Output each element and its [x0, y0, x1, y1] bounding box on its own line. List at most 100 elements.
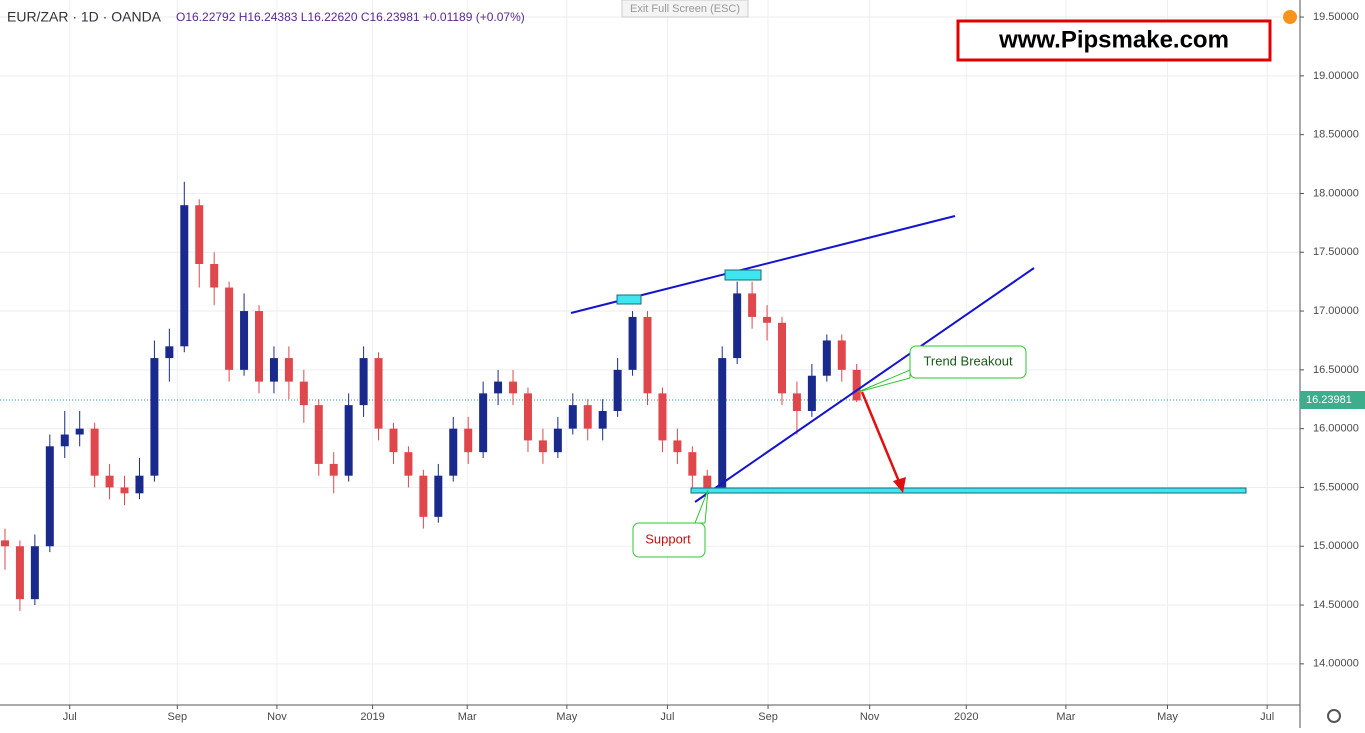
candle-body: [105, 475, 114, 488]
candle-body: [688, 452, 697, 476]
candle-body: [643, 316, 652, 394]
candles: [0, 181, 861, 611]
x-tick-label: Mar: [1056, 711, 1075, 723]
candle-body: [748, 293, 757, 317]
x-tick-label: Sep: [168, 711, 188, 723]
candle-body: [553, 428, 562, 453]
candle-body: [314, 405, 323, 464]
settings-icon[interactable]: [1327, 709, 1341, 723]
support-zone: [690, 487, 1247, 494]
candle-body: [822, 340, 831, 376]
x-tick-label: 2019: [360, 711, 384, 723]
candle-body: [613, 369, 622, 412]
x-tick-label: Mar: [458, 711, 477, 723]
candle-body: [673, 440, 682, 453]
ohlc: O16.22792 H16.24383 L16.22620 C16.23981 …: [176, 10, 525, 24]
symbol: EUR/ZAR · 1D · OANDA: [7, 9, 162, 25]
x-tick-label: May: [556, 711, 577, 723]
last-price-text: 16.23981: [1306, 394, 1352, 406]
candle-body: [628, 316, 637, 370]
y-tick-label: 14.00000: [1313, 658, 1359, 670]
candle-body: [165, 346, 174, 359]
candle-body: [45, 446, 54, 547]
candle-body: [0, 540, 9, 547]
arrow-head: [893, 477, 906, 493]
x-tick-label: Nov: [267, 711, 287, 723]
callout-box: [909, 345, 1027, 379]
candle-body: [852, 369, 861, 401]
candle-body: [389, 428, 398, 453]
candle-body: [195, 205, 204, 265]
candle-body: [568, 405, 577, 429]
candle-body: [763, 316, 772, 323]
candle-body: [792, 393, 801, 412]
y-tick-label: 15.50000: [1313, 481, 1359, 493]
candle-body: [374, 358, 383, 429]
exit-button[interactable]: [621, 0, 749, 18]
candle-body: [733, 293, 742, 359]
x-tick-label: Sep: [758, 711, 778, 723]
y-tick-label: 17.50000: [1313, 246, 1359, 258]
x-tick-label: 2020: [954, 711, 978, 723]
callout-text: Trend Breakout: [923, 353, 1013, 368]
candle-body: [180, 205, 189, 347]
arrow-shaft: [860, 391, 902, 485]
candle-body: [658, 393, 667, 441]
trend-line: [694, 267, 1035, 503]
top-marker: [724, 269, 762, 281]
candle-body: [434, 475, 443, 517]
candle-body: [15, 546, 24, 600]
candle-body: [777, 322, 786, 394]
candle-body: [240, 311, 249, 370]
y-tick-label: 19.50000: [1313, 11, 1359, 23]
grid: [0, 0, 1300, 705]
y-tick-label: 16.00000: [1313, 423, 1359, 435]
candle-body: [299, 381, 308, 406]
candle-body: [509, 381, 518, 394]
y-tick-label: 18.50000: [1313, 129, 1359, 141]
candle-body: [837, 340, 846, 370]
exit-button-text[interactable]: Exit Full Screen (ESC): [630, 3, 740, 15]
candle-body: [807, 375, 816, 412]
candle-body: [135, 475, 144, 494]
y-tick-label: 15.00000: [1313, 540, 1359, 552]
candle-body: [464, 428, 473, 453]
candle-body: [449, 428, 458, 476]
y-tick-label: 19.00000: [1313, 70, 1359, 82]
candle-body: [359, 358, 368, 406]
candle-body: [718, 358, 727, 488]
watermark-box: [956, 19, 1272, 62]
callout-box: [632, 522, 706, 558]
x-tick-label: Jul: [1260, 711, 1274, 723]
candle-body: [494, 381, 503, 394]
candle-body: [703, 475, 712, 488]
candle-body: [90, 428, 99, 476]
y-tick-label: 16.50000: [1313, 364, 1359, 376]
y-tick-label: 17.00000: [1313, 305, 1359, 317]
candle-body: [523, 393, 532, 441]
x-tick-label: Jul: [63, 711, 77, 723]
x-tick-label: Jul: [660, 711, 674, 723]
last-price-tag: [1300, 391, 1365, 409]
candle-body: [30, 546, 39, 600]
x-tick-label: May: [1157, 711, 1178, 723]
candle-body: [60, 434, 69, 447]
candle-body: [210, 264, 219, 288]
candle-body: [479, 393, 488, 453]
candle-body: [269, 358, 278, 382]
candle-body: [329, 463, 338, 476]
y-tick-label: 14.50000: [1313, 599, 1359, 611]
candle-body: [120, 487, 129, 494]
watermark: www.Pipsmake.com: [998, 26, 1229, 53]
x-tick-label: Nov: [860, 711, 880, 723]
candle-body: [225, 287, 234, 370]
top-marker: [616, 294, 642, 305]
alert-icon[interactable]: [1283, 10, 1297, 24]
candle-body: [419, 475, 428, 517]
callout-text: Support: [645, 531, 691, 546]
candle-body: [75, 428, 84, 435]
candle-body: [598, 411, 607, 429]
candle-body: [255, 311, 264, 382]
